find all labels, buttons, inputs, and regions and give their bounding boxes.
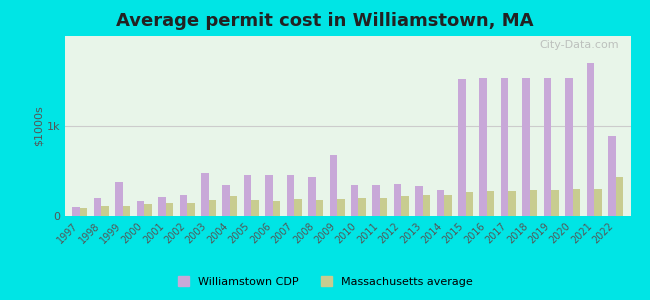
Bar [444,195,452,216]
Bar [265,175,273,216]
Bar [73,207,80,216]
Bar [480,78,487,216]
Bar [136,201,144,216]
Bar [508,191,516,216]
Bar [422,195,430,216]
Bar [144,204,151,216]
Bar [222,185,230,216]
Bar [316,200,323,216]
Bar [179,195,187,216]
Bar [465,192,473,216]
Bar [594,190,602,216]
Bar [244,175,252,216]
Bar [351,185,358,216]
Bar [166,202,173,216]
Bar [544,78,551,216]
Bar [458,79,465,216]
Bar [158,197,166,216]
Bar [501,78,508,216]
Bar [330,155,337,216]
Bar [616,177,623,216]
Bar [401,196,409,216]
Bar [415,186,423,216]
Bar [115,182,123,216]
Bar [308,177,316,216]
Bar [573,190,580,216]
Bar [187,203,194,216]
Bar [530,190,538,216]
Bar [101,206,109,216]
Text: City-Data.com: City-Data.com [540,40,619,50]
Bar [201,173,209,216]
Bar [94,198,101,216]
Bar [273,201,280,216]
Bar [608,136,616,216]
Bar [287,175,294,216]
Bar [380,199,387,216]
Legend: Williamstown CDP, Massachusetts average: Williamstown CDP, Massachusetts average [174,272,476,291]
Bar [565,78,573,216]
Y-axis label: $1000s: $1000s [34,106,44,146]
Bar [252,200,259,216]
Bar [209,200,216,216]
Bar [372,184,380,216]
Bar [337,199,345,216]
Bar [358,199,366,216]
Bar [294,199,302,216]
Bar [487,191,495,216]
Text: Average permit cost in Williamstown, MA: Average permit cost in Williamstown, MA [116,12,534,30]
Bar [523,78,530,216]
Bar [123,206,131,216]
Bar [230,196,237,216]
Bar [437,190,444,216]
Bar [394,184,401,216]
Bar [551,190,559,216]
Bar [586,63,594,216]
Bar [80,208,88,216]
